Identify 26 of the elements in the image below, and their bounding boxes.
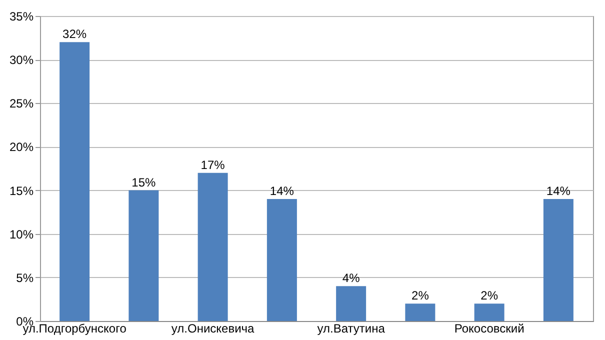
data-label: 14% (546, 184, 571, 198)
bar (128, 190, 159, 321)
bar (198, 172, 228, 321)
data-label: 32% (62, 27, 87, 42)
y-tick-label: 10% (9, 227, 34, 242)
data-label: 2% (480, 288, 498, 303)
data-label: 4% (342, 271, 360, 286)
x-tick-label: ул.Онискевича (171, 322, 255, 336)
data-label: 14% (270, 184, 294, 198)
bar (543, 199, 574, 321)
data-label: 2% (412, 288, 430, 303)
bar (336, 286, 366, 321)
bar (474, 304, 504, 321)
bar (266, 199, 297, 321)
data-label: 15% (132, 175, 156, 190)
y-tick-label: 15% (9, 184, 34, 198)
bar (405, 304, 436, 321)
x-tick-label: Рокосовский (454, 322, 524, 336)
y-tick-label: 25% (9, 96, 34, 111)
data-label: 17% (200, 158, 226, 172)
y-tick-label: 20% (9, 140, 34, 154)
y-tick-label: 5% (16, 270, 34, 285)
y-tick-label: 30% (9, 53, 34, 68)
x-tick-label: ул.Ватутина (317, 322, 386, 336)
y-tick-label: 35% (9, 10, 34, 24)
bar (60, 42, 90, 321)
